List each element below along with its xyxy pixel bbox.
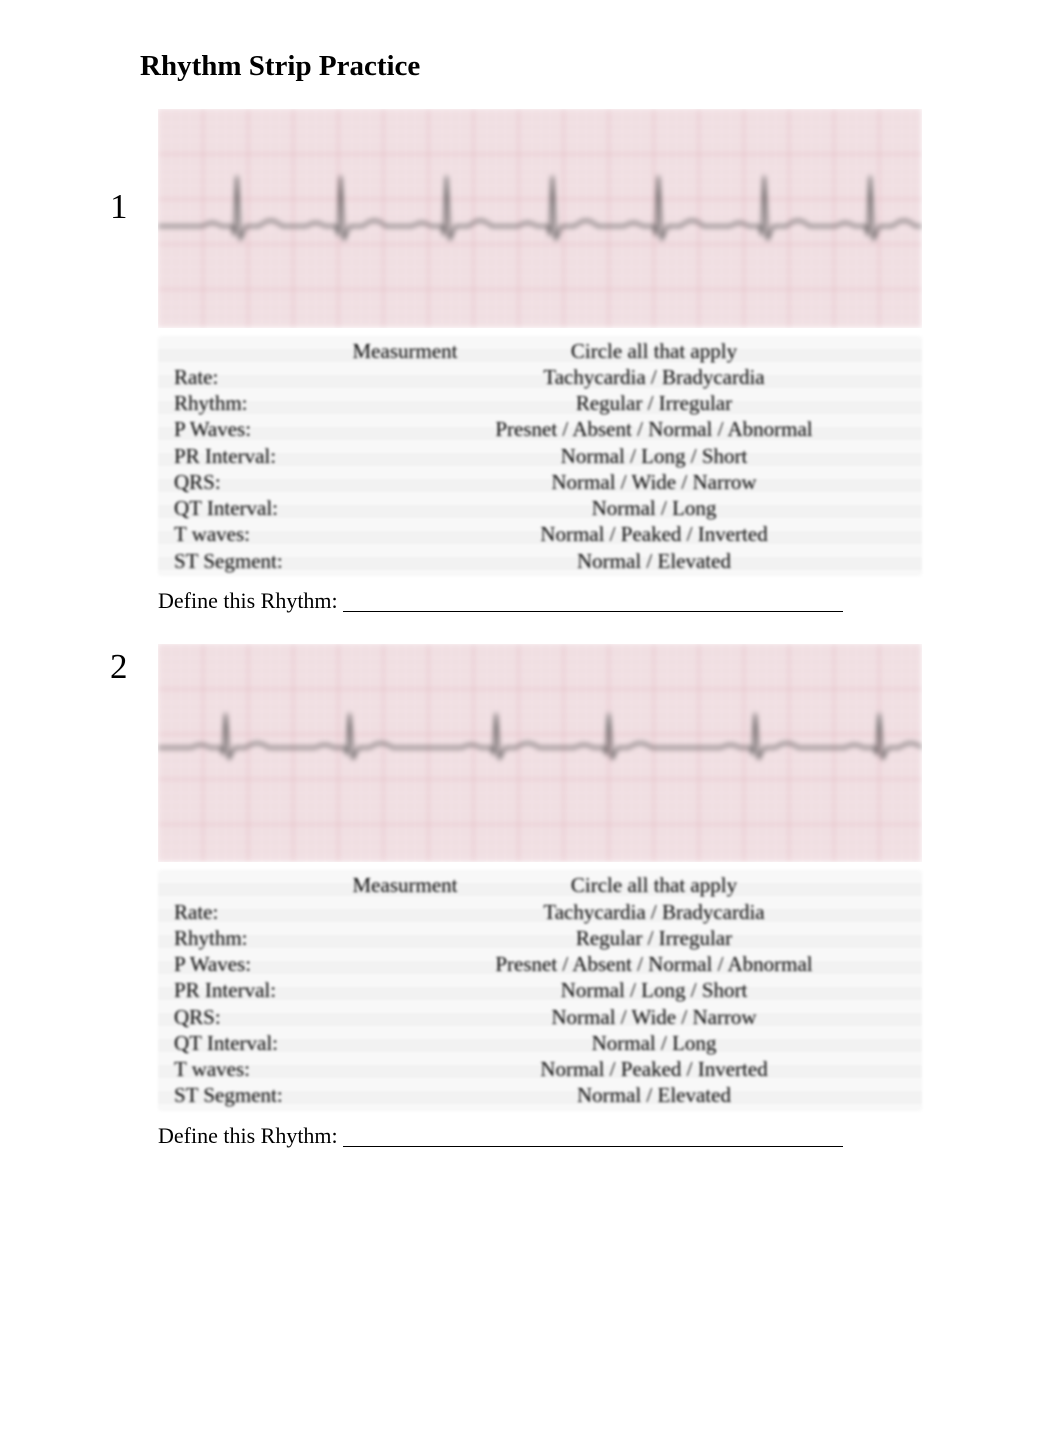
define-label: Define this Rhythm:: [158, 588, 343, 613]
table-row: QRS: Normal / Wide / Narrow: [160, 1004, 838, 1030]
row-label: QT Interval:: [160, 495, 340, 521]
row-options[interactable]: Normal / Peaked / Inverted: [470, 521, 838, 547]
row-options[interactable]: Normal / Elevated: [470, 548, 838, 574]
ecg-strip-2: [158, 644, 922, 863]
row-label: P Waves:: [160, 416, 340, 442]
row-measurement-blank[interactable]: [340, 1004, 470, 1030]
table-row: T waves: Normal / Peaked / Inverted: [160, 1056, 838, 1082]
row-measurement-blank[interactable]: [340, 495, 470, 521]
table-row: Rhythm: Regular / Irregular: [160, 390, 838, 416]
th-options: Circle all that apply: [470, 872, 838, 898]
row-options[interactable]: Normal / Wide / Narrow: [470, 469, 838, 495]
row-measurement-blank[interactable]: [340, 521, 470, 547]
table-row: P Waves: Presnet / Absent / Normal / Abno…: [160, 951, 838, 977]
section-number-1: 1: [110, 189, 140, 224]
row-options[interactable]: Regular / Irregular: [470, 390, 838, 416]
row-measurement-blank[interactable]: [340, 416, 470, 442]
row-label: T waves:: [160, 521, 340, 547]
row-options[interactable]: Presnet / Absent / Normal / Abnormal: [470, 416, 838, 442]
table-body-2: Rate: Tachycardia / Bradycardia Rhythm: Reg…: [160, 899, 838, 1109]
row-label: Rate:: [160, 899, 340, 925]
row-options[interactable]: Tachycardia / Bradycardia: [470, 364, 838, 390]
row-label: ST Segment:: [160, 548, 340, 574]
ecg-svg-1: [158, 109, 922, 328]
row-options[interactable]: Normal / Long / Short: [470, 443, 838, 469]
define-blank-1[interactable]: [343, 611, 843, 612]
ecg-svg-2: [158, 644, 922, 863]
table-row: ST Segment: Normal / Elevated: [160, 1082, 838, 1108]
row-label: T waves:: [160, 1056, 340, 1082]
row-options[interactable]: Presnet / Absent / Normal / Abnormal: [470, 951, 838, 977]
row-options[interactable]: Normal / Wide / Narrow: [470, 1004, 838, 1030]
row-options[interactable]: Normal / Long: [470, 1030, 838, 1056]
row-measurement-blank[interactable]: [340, 951, 470, 977]
table-row: ST Segment: Normal / Elevated: [160, 548, 838, 574]
row-label: PR Interval:: [160, 443, 340, 469]
row-label: Rhythm:: [160, 925, 340, 951]
page-title: Rhythm Strip Practice: [140, 50, 922, 83]
th-measurement: Measurment: [340, 872, 470, 898]
row-measurement-blank[interactable]: [340, 899, 470, 925]
row-label: PR Interval:: [160, 977, 340, 1003]
measurement-table-2: Measurment Circle all that apply Rate: Ta…: [160, 872, 838, 1108]
row-measurement-blank[interactable]: [340, 1082, 470, 1108]
row-label: ST Segment:: [160, 1082, 340, 1108]
row-measurement-blank[interactable]: [340, 469, 470, 495]
table-row: P Waves: Presnet / Absent / Normal / Abno…: [160, 416, 838, 442]
row-measurement-blank[interactable]: [340, 443, 470, 469]
row-measurement-blank[interactable]: [340, 1030, 470, 1056]
row-label: P Waves:: [160, 951, 340, 977]
section-1: 1: [110, 109, 922, 328]
table-wrap-2: Measurment Circle all that apply Rate: Ta…: [158, 870, 922, 1110]
row-options[interactable]: Normal / Elevated: [470, 1082, 838, 1108]
row-measurement-blank[interactable]: [340, 925, 470, 951]
th-measurement: Measurment: [340, 338, 470, 364]
row-options[interactable]: Regular / Irregular: [470, 925, 838, 951]
define-label: Define this Rhythm:: [158, 1123, 343, 1148]
table-row: QT Interval: Normal / Long: [160, 1030, 838, 1056]
section-2: 2: [110, 644, 922, 863]
row-options[interactable]: Normal / Long: [470, 495, 838, 521]
table-row: QT Interval: Normal / Long: [160, 495, 838, 521]
row-measurement-blank[interactable]: [340, 548, 470, 574]
table-row: PR Interval: Normal / Long / Short: [160, 443, 838, 469]
table-row: QRS: Normal / Wide / Narrow: [160, 469, 838, 495]
table-row: Rhythm: Regular / Irregular: [160, 925, 838, 951]
row-label: QRS:: [160, 1004, 340, 1030]
define-line-1: Define this Rhythm:: [158, 588, 922, 614]
th-options: Circle all that apply: [470, 338, 838, 364]
row-label: Rate:: [160, 364, 340, 390]
row-label: Rhythm:: [160, 390, 340, 416]
table-body-1: Rate: Tachycardia / Bradycardia Rhythm: Reg…: [160, 364, 838, 574]
row-measurement-blank[interactable]: [340, 977, 470, 1003]
table-row: T waves: Normal / Peaked / Inverted: [160, 521, 838, 547]
row-measurement-blank[interactable]: [340, 390, 470, 416]
row-options[interactable]: Normal / Long / Short: [470, 977, 838, 1003]
table-wrap-1: Measurment Circle all that apply Rate: Ta…: [158, 336, 922, 576]
define-blank-2[interactable]: [343, 1146, 843, 1147]
row-options[interactable]: Normal / Peaked / Inverted: [470, 1056, 838, 1082]
row-label: QT Interval:: [160, 1030, 340, 1056]
row-label: QRS:: [160, 469, 340, 495]
row-options[interactable]: Tachycardia / Bradycardia: [470, 899, 838, 925]
table-row: Rate: Tachycardia / Bradycardia: [160, 899, 838, 925]
define-line-2: Define this Rhythm:: [158, 1123, 922, 1149]
table-row: PR Interval: Normal / Long / Short: [160, 977, 838, 1003]
measurement-table-1: Measurment Circle all that apply Rate: Ta…: [160, 338, 838, 574]
row-measurement-blank[interactable]: [340, 1056, 470, 1082]
table-row: Rate: Tachycardia / Bradycardia: [160, 364, 838, 390]
row-measurement-blank[interactable]: [340, 364, 470, 390]
ecg-strip-1: [158, 109, 922, 328]
section-number-2: 2: [110, 649, 140, 684]
